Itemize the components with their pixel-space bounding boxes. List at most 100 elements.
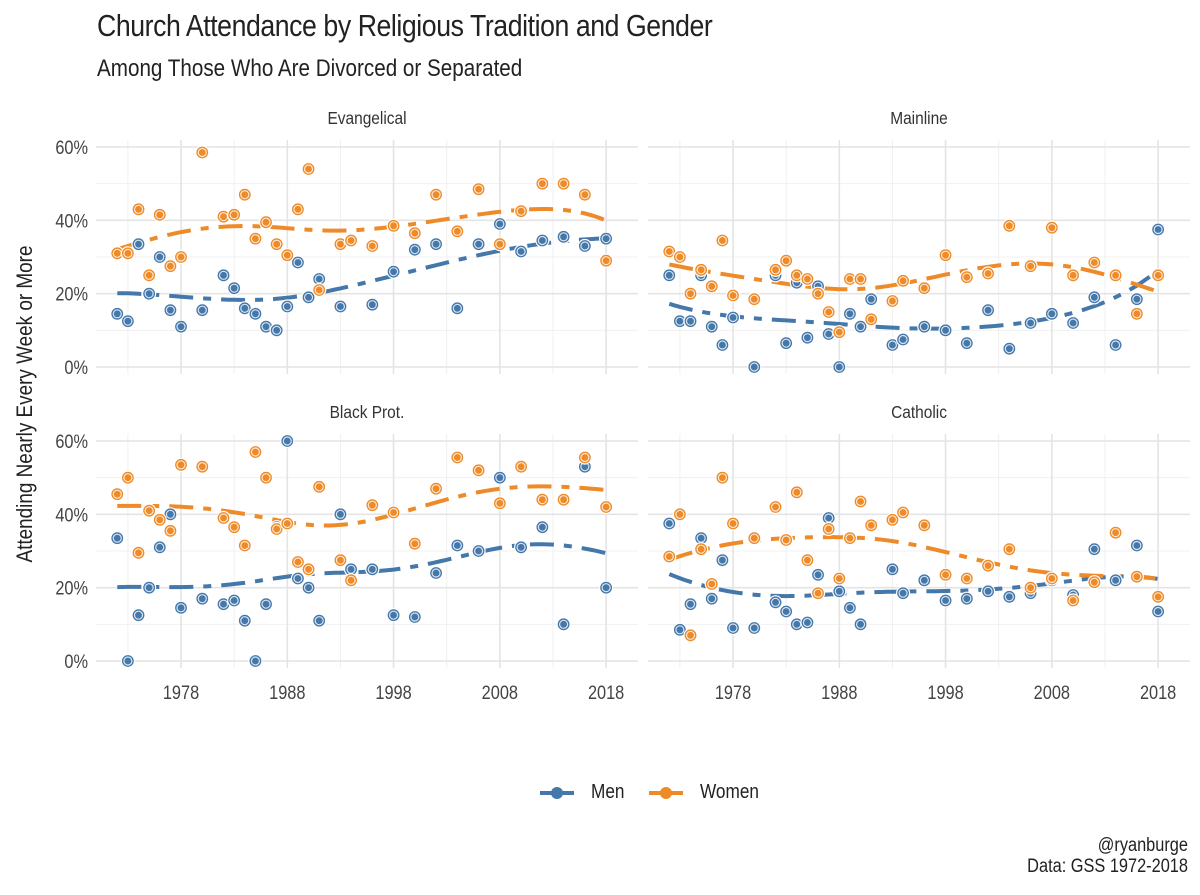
data-point-core: [770, 502, 781, 512]
data-point-core: [303, 292, 314, 302]
x-tick-label: 2008: [482, 682, 518, 703]
trend-line-men: [668, 572, 1159, 599]
trend-line-men: [117, 542, 607, 590]
data-point-core: [802, 617, 813, 628]
data-point-core: [229, 522, 239, 532]
caption: @ryanburge Data: GSS 1972-2018: [1027, 835, 1188, 877]
data-point-core: [717, 235, 727, 246]
data-point-core: [845, 309, 855, 319]
data-point-core: [282, 518, 292, 529]
legend-item-men[interactable]: Men: [537, 781, 630, 804]
trend-line-women: [668, 261, 1159, 294]
chart-title: Church Attendance by Religious Tradition…: [97, 8, 713, 43]
data-point-core: [792, 270, 802, 280]
data-point-core: [707, 594, 717, 604]
data-point-core: [1111, 528, 1121, 538]
data-point-core: [1004, 221, 1014, 231]
data-point-core: [728, 518, 738, 529]
data-point-core: [314, 285, 324, 295]
data-point-core: [112, 248, 122, 258]
data-point-core: [813, 289, 823, 299]
data-point-core: [388, 221, 399, 231]
data-point-core: [1153, 592, 1163, 602]
data-point-core: [601, 234, 611, 244]
data-point-core: [229, 283, 239, 293]
data-point-core: [388, 267, 399, 277]
data-point-core: [516, 542, 526, 552]
data-point-core: [962, 338, 972, 348]
data-point-core: [144, 270, 154, 280]
data-point-core: [144, 583, 154, 593]
data-point-core: [1068, 595, 1078, 606]
data-point-core: [770, 597, 781, 607]
panel-title: Catholic: [891, 402, 947, 422]
data-point-core: [845, 603, 855, 613]
data-point-core: [144, 506, 154, 516]
data-point-core: [495, 498, 505, 508]
x-tick-label: 2018: [1140, 682, 1176, 703]
x-tick-label: 1978: [163, 682, 199, 703]
data-point-core: [707, 579, 717, 589]
x-tick-label: 2018: [588, 682, 624, 703]
data-point-core: [537, 179, 547, 189]
data-point-core: [1132, 540, 1142, 551]
data-point-core: [728, 623, 738, 633]
data-point-core: [855, 274, 866, 284]
data-point-core: [601, 256, 611, 266]
data-point-core: [452, 226, 462, 236]
data-point-core: [898, 334, 908, 345]
data-point-core: [1025, 583, 1036, 593]
data-point-core: [165, 526, 175, 536]
data-point-core: [229, 210, 239, 220]
data-point-core: [664, 551, 674, 562]
y-axis-label: Attending Nearly Every Week or More: [13, 246, 38, 563]
data-point-core: [559, 179, 569, 189]
data-point-core: [749, 362, 759, 372]
data-point-core: [866, 314, 876, 324]
legend-label-men: Men: [591, 781, 625, 803]
data-point-core: [813, 588, 823, 598]
data-point-core: [335, 301, 346, 312]
legend-item-women[interactable]: Women: [646, 781, 769, 804]
data-point-core: [516, 462, 526, 472]
data-point-core: [845, 274, 855, 284]
data-point-core: [123, 248, 133, 258]
data-point-core: [983, 268, 993, 279]
data-point-core: [197, 305, 207, 315]
data-point-core: [834, 327, 844, 337]
data-point-core: [452, 452, 462, 463]
data-point-core: [707, 281, 717, 291]
data-point-core: [664, 518, 674, 529]
data-point-core: [1047, 223, 1057, 233]
data-point-core: [940, 595, 951, 606]
data-point-core: [229, 595, 239, 606]
data-point-core: [1132, 572, 1142, 582]
men-line-point-icon: [537, 783, 577, 803]
data-point-core: [367, 241, 377, 251]
data-point-core: [537, 235, 547, 246]
data-point-core: [346, 575, 356, 585]
women-line-point-icon: [646, 783, 686, 803]
data-point-core: [282, 301, 292, 312]
y-tick-label: 0%: [64, 651, 88, 672]
data-point-core: [1089, 292, 1099, 302]
data-point-core: [802, 555, 813, 565]
data-point-core: [155, 542, 165, 552]
data-point-core: [176, 322, 186, 332]
data-point-core: [410, 228, 420, 238]
y-tick-label: 0%: [64, 357, 88, 378]
data-point-core: [133, 610, 144, 620]
panel-title: Mainline: [890, 108, 948, 128]
data-point-core: [176, 460, 186, 470]
data-point-core: [335, 509, 346, 519]
data-point-core: [410, 245, 420, 255]
data-point-core: [272, 325, 282, 335]
data-point-core: [410, 612, 420, 622]
data-point-core: [367, 500, 377, 510]
data-point-core: [781, 606, 791, 617]
chart-subtitle: Among Those Who Are Divorced or Separate…: [97, 55, 523, 82]
data-point-core: [155, 515, 165, 525]
data-point-core: [887, 564, 898, 574]
trend-line-men: [668, 268, 1160, 331]
